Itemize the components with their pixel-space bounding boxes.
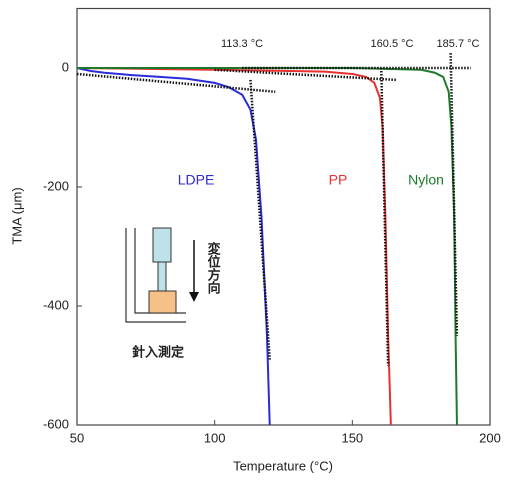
inset-label: 変位方向 — [206, 241, 221, 295]
x-tick-label: 100 — [204, 430, 226, 445]
y-axis-title: TMA (μm) — [9, 187, 24, 244]
annotation: 113.3 °C — [221, 38, 263, 50]
series-line — [76, 67, 271, 426]
tangent-line — [449, 53, 459, 336]
tangent-line — [214, 68, 397, 82]
inset-caption: 針入測定 — [132, 344, 184, 359]
inset-arrow-head — [189, 292, 199, 302]
x-tick-label: 200 — [479, 430, 501, 445]
x-tick-label: 50 — [70, 430, 84, 445]
annotation: 160.5 °C — [371, 38, 414, 50]
series-label: PP — [329, 172, 348, 188]
inset-sample — [148, 290, 177, 314]
annotation: 185.7 °C — [437, 38, 480, 50]
inset-probe — [152, 227, 172, 263]
inset-diagram: 変位方向 針入測定 — [125, 227, 221, 359]
series-line — [76, 67, 392, 426]
tangent-line — [76, 72, 276, 94]
series-label: LDPE — [178, 172, 215, 188]
y-tick-label: -200 — [43, 178, 69, 193]
x-tick-label: 150 — [341, 430, 363, 445]
series-line — [77, 67, 458, 426]
inset-holder — [125, 228, 186, 323]
y-tick-label: 0 — [62, 59, 69, 74]
plot-frame — [76, 7, 491, 426]
series-label: Nylon — [408, 172, 444, 188]
y-tick-label: -400 — [43, 297, 69, 312]
x-axis-title: Temperature (°C) — [233, 458, 333, 473]
y-tick-label: -600 — [43, 416, 69, 431]
inset-probe-tip — [157, 261, 167, 292]
tangent-line — [249, 79, 271, 360]
